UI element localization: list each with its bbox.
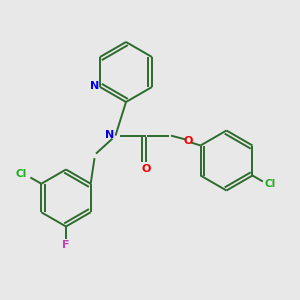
Text: Cl: Cl [16, 169, 27, 179]
Text: Cl: Cl [265, 179, 276, 189]
Text: N: N [90, 81, 99, 91]
Text: N: N [106, 130, 115, 140]
Text: F: F [62, 240, 70, 250]
Text: O: O [184, 136, 193, 146]
Text: O: O [141, 164, 151, 174]
